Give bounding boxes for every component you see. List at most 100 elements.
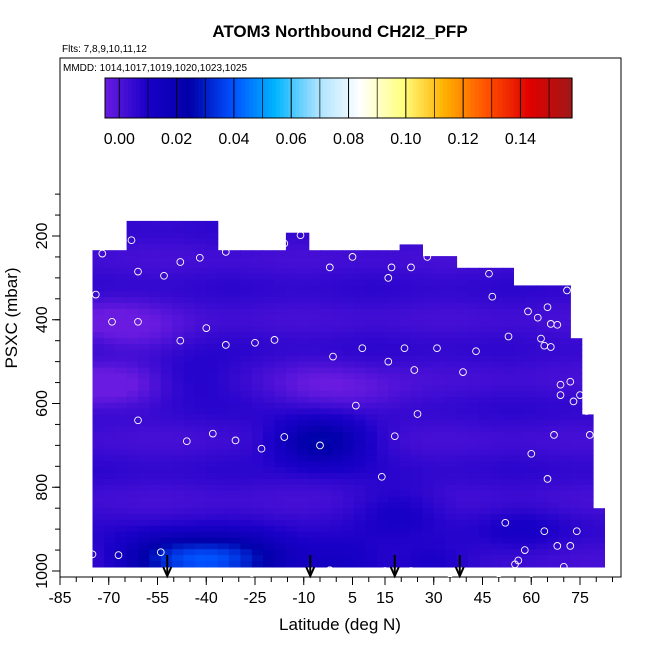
colorbar-segment <box>447 78 452 118</box>
x-tick-label: -70 <box>97 590 120 607</box>
colorbar-segment <box>132 78 137 118</box>
heatmap-cell <box>354 396 367 404</box>
heatmap-cell <box>490 420 503 427</box>
heatmap-cell <box>263 355 276 363</box>
heatmap-cell <box>285 502 298 509</box>
heatmap-cell <box>388 525 401 533</box>
heatmap-cell <box>536 525 549 533</box>
heatmap-cell <box>194 543 207 550</box>
heatmap-cell <box>92 461 105 468</box>
heatmap-cell <box>479 314 492 322</box>
heatmap-cell <box>365 549 378 556</box>
heatmap-cell <box>194 473 207 480</box>
heatmap-cell <box>342 267 355 275</box>
heatmap-cell <box>138 449 150 457</box>
colorbar-segment <box>319 78 324 118</box>
heatmap-cell <box>399 414 412 421</box>
heatmap-cell <box>570 373 583 380</box>
heatmap-cell <box>365 484 378 492</box>
flight-marker <box>162 555 173 579</box>
heatmap-cell <box>399 379 412 386</box>
heatmap-cell <box>206 519 219 527</box>
heatmap-cell <box>479 285 492 292</box>
heatmap-cell <box>183 303 196 310</box>
heatmap-cell <box>388 467 401 474</box>
heatmap-cell <box>513 519 526 527</box>
heatmap-cell <box>251 279 264 287</box>
heatmap-cell <box>365 514 378 521</box>
colorbar-segment <box>229 78 235 118</box>
heatmap-cell <box>342 502 355 509</box>
heatmap-cell <box>411 467 423 474</box>
heatmap-cell <box>251 256 264 263</box>
heatmap-cell <box>547 385 560 392</box>
sample-point <box>472 347 480 356</box>
colorbar-segment <box>517 78 523 118</box>
heatmap-cell <box>354 314 367 322</box>
heatmap-cell <box>581 537 594 544</box>
heatmap-cell <box>354 443 367 451</box>
sample-point <box>494 569 503 577</box>
heatmap-cell <box>422 508 435 515</box>
heatmap-cell <box>172 291 185 298</box>
heatmap-cell <box>536 519 549 527</box>
heatmap-cell <box>320 473 332 480</box>
heatmap-cell <box>308 285 321 292</box>
heatmap-cell <box>433 478 446 486</box>
heatmap-cell <box>456 414 469 421</box>
heatmap-cell <box>285 344 298 351</box>
heatmap-cell <box>547 396 560 404</box>
heatmap-cell <box>467 414 480 421</box>
heatmap-cell <box>376 502 389 509</box>
heatmap-cell <box>342 549 355 556</box>
heatmap-cell <box>445 549 458 556</box>
heatmap-cell <box>308 279 321 287</box>
heatmap-cell <box>138 314 150 322</box>
heatmap-cell <box>467 402 480 410</box>
heatmap-cell <box>183 390 196 398</box>
heatmap-cell <box>149 303 162 310</box>
heatmap-cell <box>388 414 401 421</box>
heatmap-cell <box>92 367 105 374</box>
y-axis-label: PSXC (mbar) <box>2 267 21 368</box>
heatmap-cell <box>479 320 492 328</box>
heatmap-cell <box>570 408 583 415</box>
heatmap-cell <box>456 420 469 427</box>
heatmap-cell <box>467 484 480 492</box>
heatmap-cell <box>467 308 480 316</box>
heatmap-cell <box>103 420 116 427</box>
heatmap-cell <box>285 555 298 562</box>
heatmap-cell <box>445 297 458 304</box>
heatmap-cell <box>160 373 173 380</box>
heatmap-cell <box>376 455 389 462</box>
heatmap-cell <box>490 367 503 374</box>
heatmap-cell <box>422 390 435 398</box>
colorbar-segment <box>463 78 468 118</box>
heatmap-cell <box>422 455 435 462</box>
heatmap-cell <box>524 379 537 386</box>
heatmap-cell <box>547 420 560 427</box>
heatmap-cell <box>103 502 116 509</box>
heatmap-cell <box>524 549 537 556</box>
heatmap-cell <box>160 455 173 462</box>
heatmap-cell <box>320 361 332 369</box>
heatmap-cell <box>103 373 116 380</box>
heatmap-cell <box>274 285 287 292</box>
heatmap-cell <box>217 314 230 322</box>
heatmap-cell <box>376 473 389 480</box>
heatmap-cell <box>513 432 526 439</box>
heatmap-cell <box>103 256 116 263</box>
heatmap-cell <box>149 273 162 281</box>
heatmap-cell <box>92 484 105 492</box>
heatmap-cell <box>331 531 344 539</box>
heatmap-cell <box>92 314 105 322</box>
heatmap-cell <box>388 484 401 492</box>
heatmap-cell <box>433 285 446 292</box>
heatmap-cell <box>240 514 253 521</box>
heatmap-cell <box>388 496 401 503</box>
heatmap-cell <box>513 484 526 492</box>
heatmap-cell <box>513 408 526 415</box>
heatmap-cell <box>229 414 241 421</box>
heatmap-cell <box>263 490 276 498</box>
heatmap-cell <box>581 461 594 468</box>
